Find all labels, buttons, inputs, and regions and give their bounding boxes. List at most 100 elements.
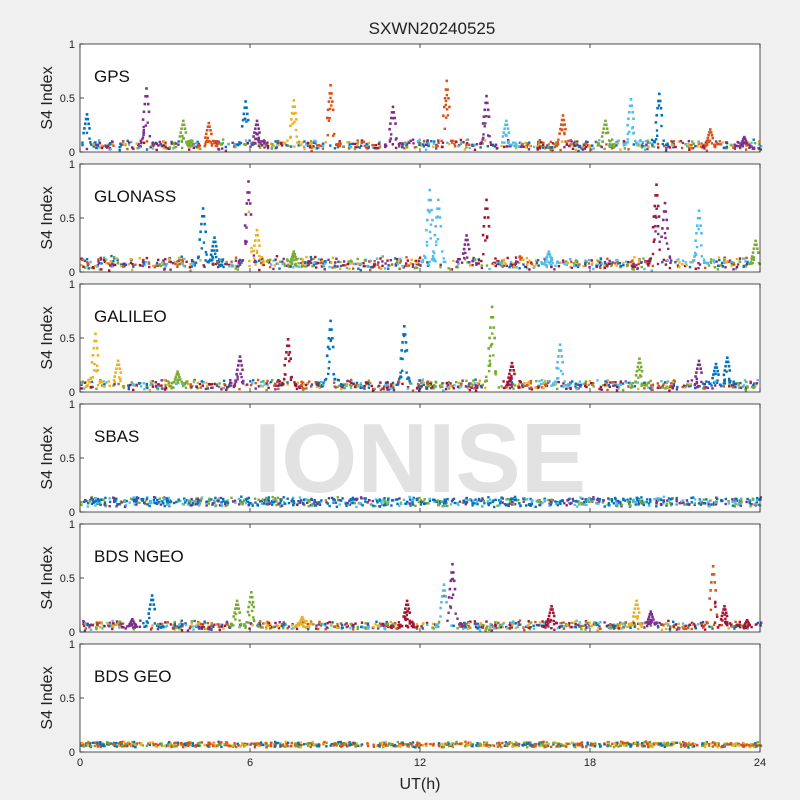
data-point: [442, 389, 445, 392]
spike-point: [490, 305, 494, 309]
data-point: [500, 385, 503, 388]
data-point: [155, 624, 159, 627]
data-point: [544, 146, 548, 149]
data-point: [216, 261, 219, 264]
data-point: [481, 497, 484, 500]
data-point: [237, 260, 241, 263]
data-point: [355, 381, 359, 385]
data-point: [567, 139, 570, 143]
spike-point: [631, 111, 634, 114]
data-point: [183, 257, 186, 261]
data-point: [631, 126, 634, 129]
spike-point: [183, 127, 187, 130]
data-point: [296, 141, 299, 144]
data-point: [161, 263, 165, 267]
data-point: [262, 141, 265, 144]
data-point: [530, 500, 534, 503]
data-point: [322, 383, 325, 386]
data-point: [622, 261, 625, 265]
data-point: [405, 264, 408, 268]
data-point: [556, 504, 559, 507]
data-point: [427, 502, 430, 505]
data-point: [582, 624, 585, 628]
data-point: [203, 265, 206, 269]
data-point: [229, 379, 232, 382]
data-point: [388, 139, 392, 142]
data-point: [175, 500, 178, 504]
data-point: [108, 505, 111, 508]
data-point: [299, 143, 302, 146]
data-point: [605, 625, 609, 628]
data-point: [406, 259, 409, 262]
data-point: [433, 140, 436, 143]
data-point: [220, 504, 224, 508]
data-point: [379, 499, 382, 502]
data-point: [217, 625, 221, 629]
data-point: [527, 626, 530, 629]
data-point: [390, 504, 393, 507]
data-point: [190, 497, 193, 501]
data-point: [730, 260, 733, 264]
data-point: [346, 141, 349, 144]
data-point: [363, 387, 366, 390]
data-point: [467, 622, 471, 625]
data-point: [645, 501, 648, 504]
data-point: [145, 256, 149, 260]
data-point: [412, 622, 415, 625]
data-point: [276, 142, 279, 145]
spike-point: [550, 258, 553, 261]
spike-point: [237, 359, 241, 363]
data-point: [96, 501, 99, 504]
data-point: [508, 387, 512, 390]
data-point: [509, 264, 512, 267]
data-point: [463, 624, 467, 627]
spike-point: [254, 127, 257, 130]
data-point: [251, 502, 254, 505]
data-point: [730, 264, 733, 267]
spike-point: [430, 208, 433, 212]
data-point: [364, 622, 367, 625]
data-point: [420, 382, 423, 385]
data-point: [633, 625, 637, 628]
data-point: [603, 505, 606, 508]
data-point: [134, 263, 137, 266]
data-point: [395, 261, 398, 264]
spike-point: [462, 247, 466, 251]
spike-point: [656, 204, 660, 208]
data-point: [757, 262, 761, 265]
data-point: [312, 264, 316, 267]
data-point: [119, 621, 122, 624]
data-point: [526, 498, 529, 501]
data-point: [176, 265, 179, 268]
data-point: [190, 620, 193, 623]
data-point: [405, 256, 408, 259]
data-point: [658, 621, 661, 625]
data-point: [344, 502, 348, 505]
data-point: [528, 628, 532, 631]
data-point: [125, 499, 128, 503]
data-point: [183, 499, 186, 502]
data-point: [731, 500, 734, 504]
data-point: [716, 497, 719, 500]
data-point: [547, 625, 550, 628]
data-point: [709, 260, 713, 264]
data-point: [174, 626, 178, 630]
data-point: [384, 623, 388, 626]
spike-point: [331, 337, 334, 340]
spike-point: [639, 365, 643, 369]
spike-point: [243, 106, 247, 109]
data-point: [347, 260, 350, 263]
spike-point: [209, 129, 212, 132]
data-point: [666, 259, 669, 262]
data-point: [244, 498, 248, 501]
data-point: [551, 148, 554, 152]
spike-point: [651, 225, 655, 229]
data-point: [584, 384, 587, 388]
data-point: [494, 498, 497, 501]
data-point: [606, 264, 609, 267]
data-point: [579, 385, 582, 388]
spike-point: [132, 621, 136, 624]
data-point: [536, 148, 539, 151]
data-point: [310, 622, 313, 625]
data-point: [275, 146, 278, 149]
